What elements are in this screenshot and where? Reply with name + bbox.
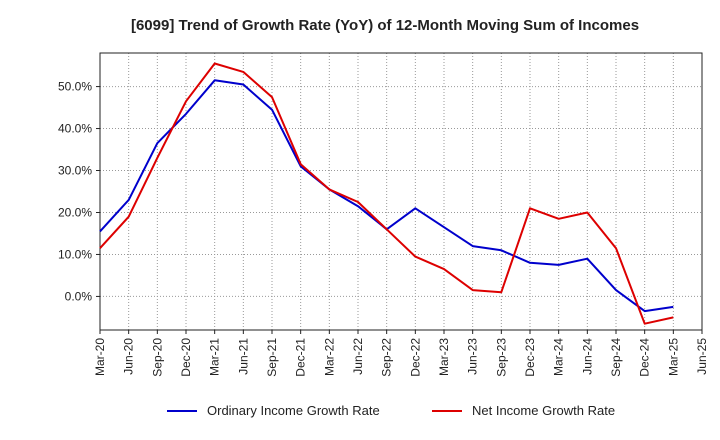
x-tick-label: Dec-21 [294, 338, 308, 377]
grid [100, 53, 702, 330]
x-tick-label: Jun-21 [236, 338, 250, 375]
y-tick-label: 40.0% [58, 122, 92, 136]
series-line-2 [99, 62, 674, 325]
x-tick-label: Mar-20 [93, 338, 107, 376]
x-tick-label: Jun-22 [351, 338, 365, 375]
x-tick-label: Sep-23 [494, 338, 508, 377]
plot-frame [99, 52, 703, 331]
x-tick-label: Dec-24 [638, 338, 652, 377]
y-tick-label: 10.0% [58, 247, 92, 261]
x-tick-label: Sep-21 [265, 338, 279, 377]
x-tick-label: Mar-21 [208, 338, 222, 376]
x-tick-label: Dec-20 [179, 338, 193, 377]
legend-label-2: Net Income Growth Rate [472, 403, 615, 418]
x-tick-label: Mar-25 [666, 338, 680, 376]
y-tick-label: 50.0% [58, 80, 92, 94]
x-tick-label: Mar-23 [437, 338, 451, 376]
x-tick-label: Jun-24 [580, 338, 594, 375]
x-tick-label: Sep-20 [150, 338, 164, 377]
x-tick-label: Dec-23 [523, 338, 537, 377]
y-tick-label: 30.0% [58, 164, 92, 178]
legend: Ordinary Income Growth Rate Net Income Gr… [167, 403, 615, 418]
x-tick-label: Sep-24 [609, 338, 623, 377]
x-tick-label: Jun-23 [466, 338, 480, 375]
x-axis: Mar-20 Jun-20 Sep-20 Dec-20 Mar-21 Jun-21 Sep-… [93, 330, 709, 377]
y-axis: 0.0% 10.0% 20.0% 30.0% 40.0% 50.0% [58, 80, 100, 303]
x-tick-label: Jun-25 [695, 338, 709, 375]
y-tick-label: 0.0% [65, 289, 93, 303]
x-tick-label: Jun-20 [122, 338, 136, 375]
chart-title: [6099] Trend of Growth Rate (YoY) of 12-… [131, 17, 639, 34]
series-line-1 [99, 79, 674, 313]
y-tick-label: 20.0% [58, 205, 92, 219]
series-group [99, 62, 674, 325]
x-tick-label: Mar-24 [552, 338, 566, 376]
legend-label-1: Ordinary Income Growth Rate [207, 403, 380, 418]
x-tick-label: Sep-22 [380, 338, 394, 377]
x-tick-label: Mar-22 [322, 338, 336, 376]
x-tick-label: Dec-22 [408, 338, 422, 377]
